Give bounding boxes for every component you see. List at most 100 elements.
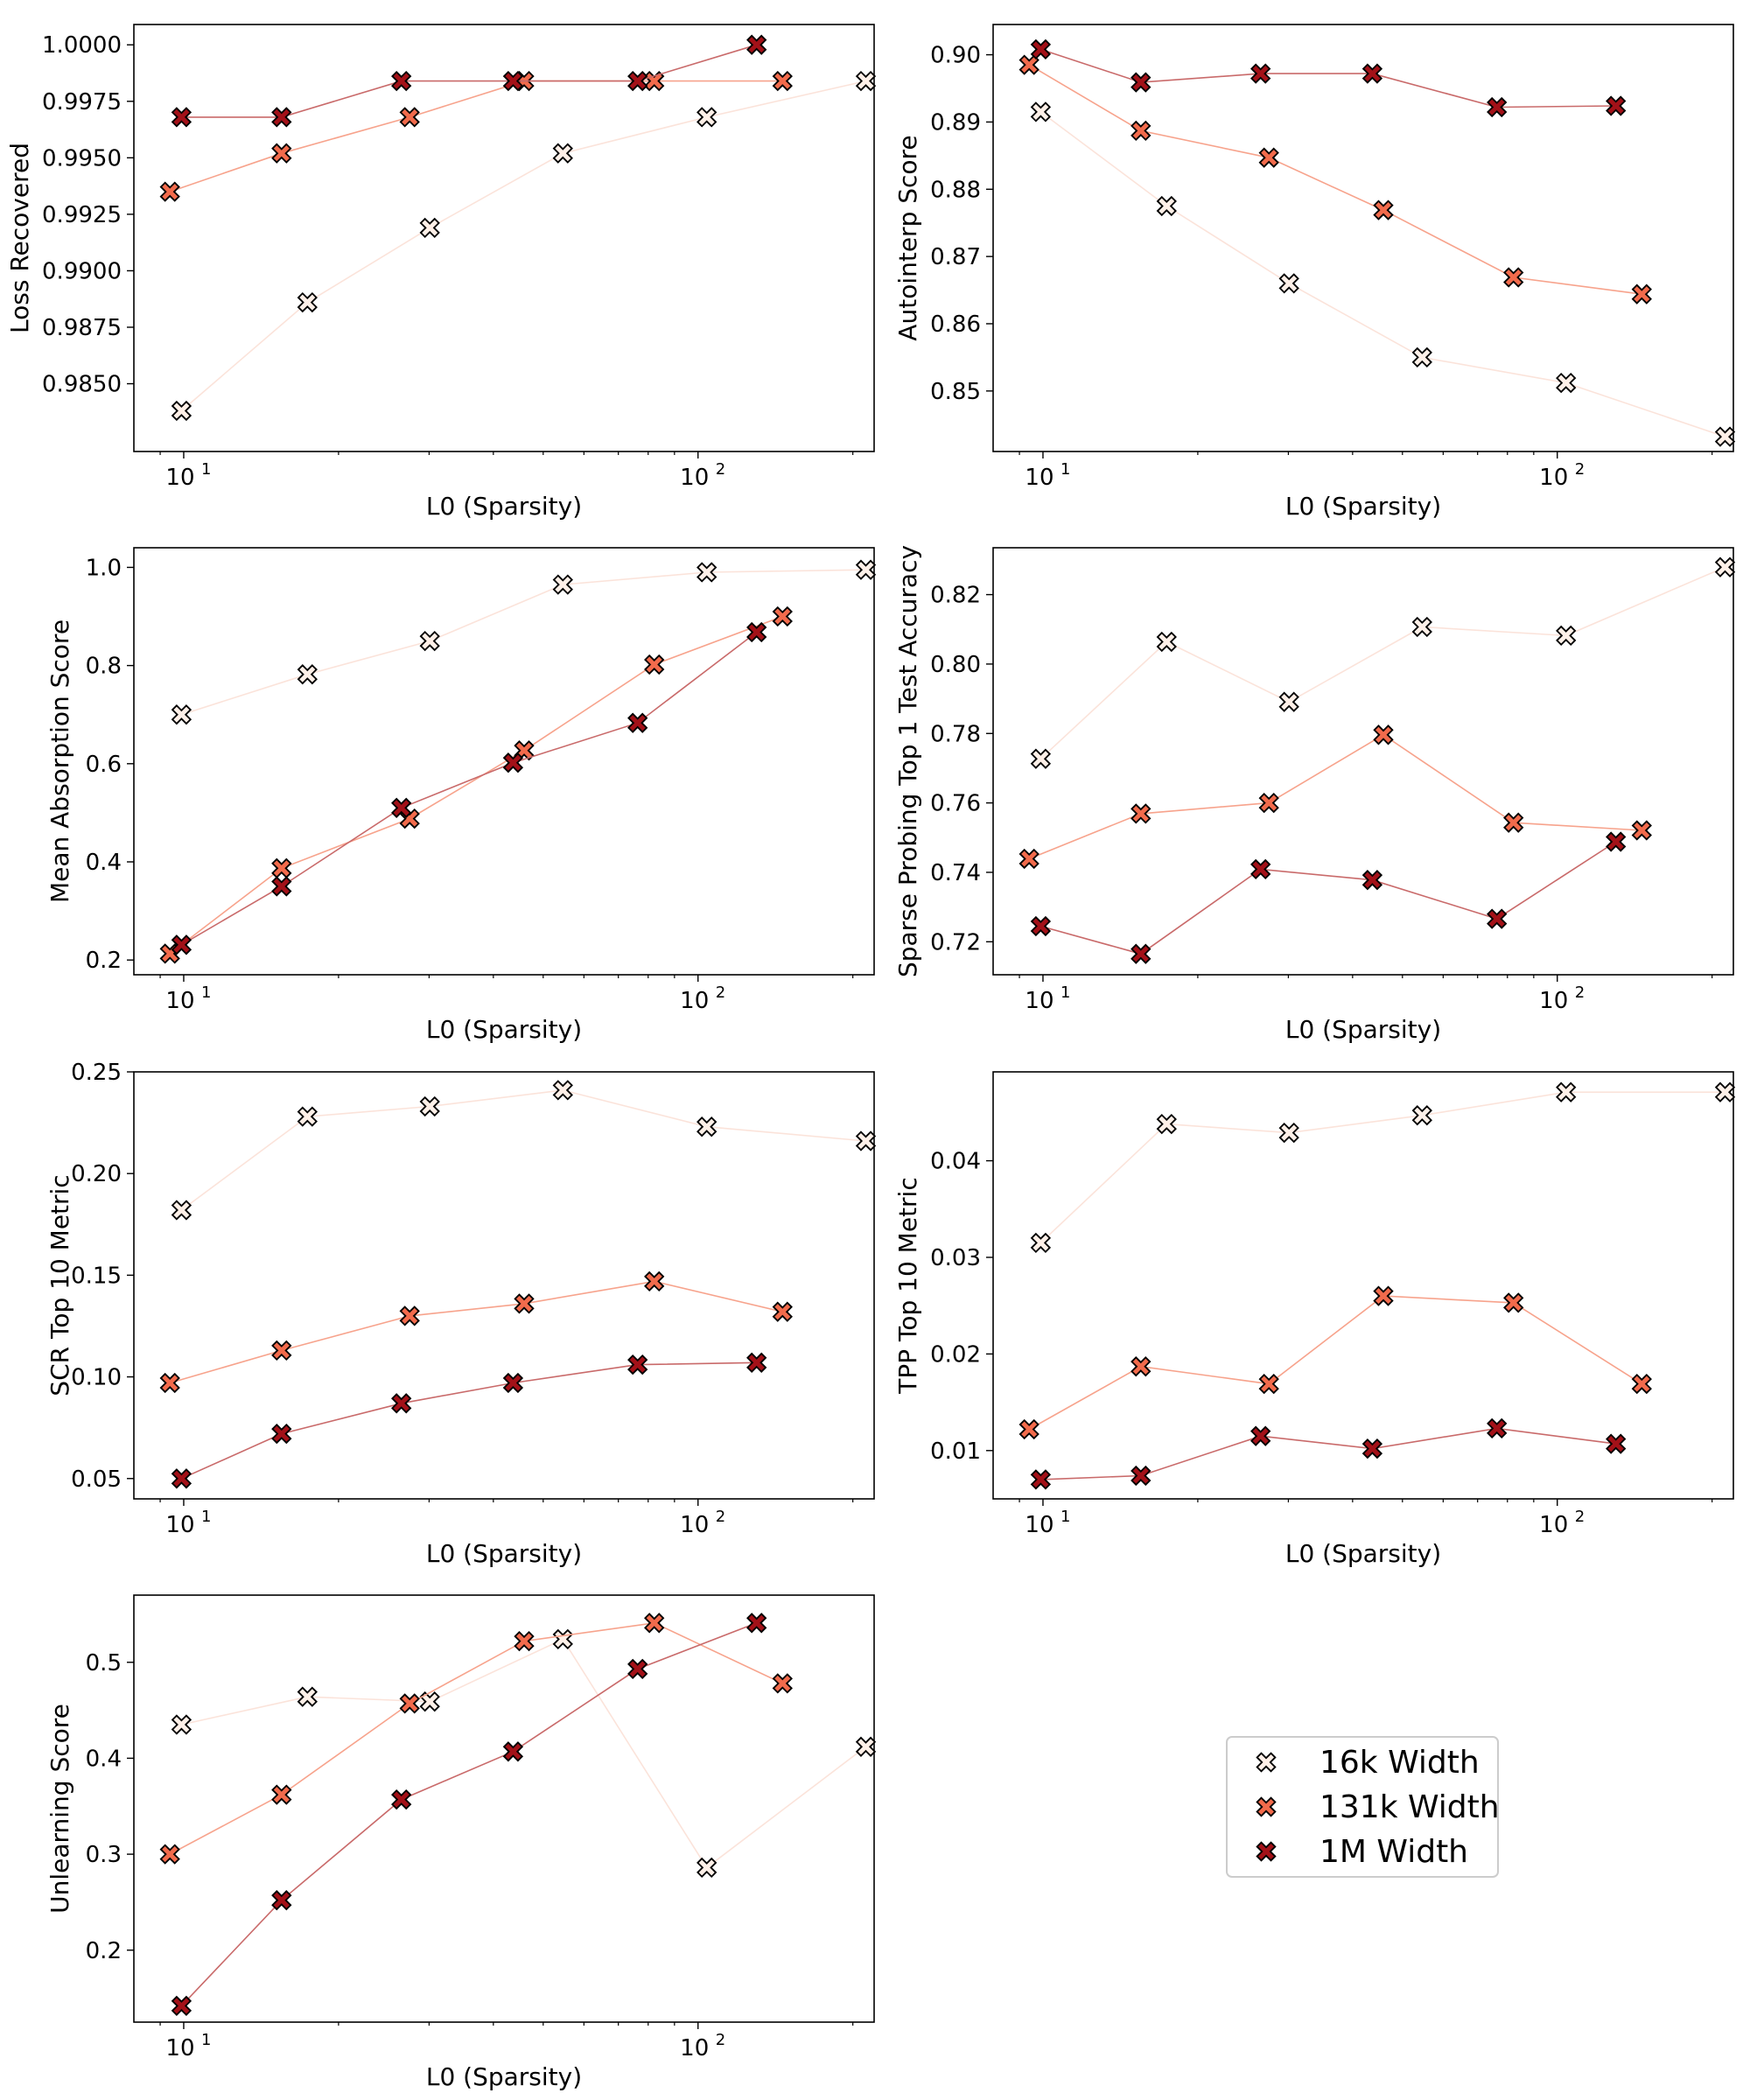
data-point-1M: [627, 712, 648, 733]
series-131k: [159, 1613, 793, 1865]
y-tick-label: 0.9925: [42, 202, 122, 228]
data-point-1M: [1606, 831, 1627, 852]
series-line-131k: [1028, 64, 1642, 295]
data-point-131k: [159, 1372, 180, 1394]
y-tick-label: 0.04: [930, 1149, 981, 1175]
y-tick-label: 0.9975: [42, 89, 122, 116]
data-point-1M: [1606, 95, 1627, 116]
y-tick-label: 0.9875: [42, 315, 122, 341]
data-point-1M: [746, 621, 767, 643]
x-tick-exponent: 1: [201, 460, 211, 479]
y-tick-label: 0.90: [930, 43, 981, 69]
y-tick-label: 0.6: [86, 752, 122, 778]
y-tick-label: 0.2: [86, 948, 122, 974]
data-point-16k: [419, 630, 440, 652]
y-tick-label: 0.9900: [42, 258, 122, 284]
data-point-1M: [391, 1393, 412, 1414]
series-16k: [171, 559, 877, 725]
data-point-1M: [1250, 858, 1271, 880]
data-point-131k: [514, 1293, 535, 1314]
series-line-131k: [1028, 733, 1642, 860]
x-tick-label: 10: [680, 2035, 709, 2062]
series-1M: [1030, 1418, 1627, 1490]
data-point-16k: [419, 1096, 440, 1117]
y-tick-label: 0.87: [930, 244, 981, 270]
data-point-131k: [271, 1784, 292, 1805]
data-point-131k: [1130, 803, 1152, 824]
x-tick-exponent: 2: [1575, 1508, 1585, 1526]
data-point-16k: [171, 1714, 192, 1735]
legend-label-131k: 131k Width: [1320, 1789, 1500, 1825]
y-tick-label: 0.82: [930, 583, 981, 609]
legend-entry-1m: 1M Width: [1256, 1834, 1468, 1870]
y-axis-label: TPP Top 10 Metric: [893, 1177, 922, 1395]
series-16k: [171, 70, 877, 422]
data-point-16k: [1411, 616, 1432, 638]
data-point-16k: [1278, 1122, 1299, 1144]
x-tick-label: 10: [680, 1512, 709, 1538]
plot-frame: [133, 1071, 875, 1500]
data-point-131k: [271, 1340, 292, 1362]
legend-frame: [1226, 1736, 1499, 1878]
legend-marker-131k: [1256, 1796, 1277, 1817]
data-point-131k: [1258, 1373, 1279, 1395]
y-tick-label: 0.88: [930, 177, 981, 203]
data-point-1M: [391, 797, 412, 818]
data-point-131k: [644, 70, 665, 92]
data-point-16k: [696, 1857, 718, 1879]
data-point-131k: [159, 1844, 180, 1865]
x-tick-label: 10: [1025, 1512, 1054, 1538]
x-tick-exponent: 1: [201, 1508, 211, 1526]
data-point-1M: [1487, 908, 1508, 929]
y-tick-label: 0.89: [930, 109, 981, 136]
data-point-131k: [644, 654, 665, 676]
x-tick-exponent: 2: [716, 1508, 725, 1526]
data-point-16k: [696, 107, 718, 128]
data-point-16k: [1278, 273, 1299, 294]
y-axis-label: Autointerp Score: [893, 135, 922, 340]
data-point-131k: [1503, 267, 1524, 288]
data-point-131k: [772, 1673, 793, 1694]
series-16k: [1030, 1082, 1736, 1254]
data-point-131k: [1503, 812, 1524, 833]
data-point-16k: [1278, 691, 1299, 712]
data-point-16k: [1030, 102, 1052, 122]
y-tick-label: 0.25: [71, 1060, 122, 1086]
data-point-131k: [1503, 1292, 1524, 1313]
series-line-131k: [169, 80, 783, 192]
series-131k: [1018, 54, 1652, 304]
x-tick-exponent: 1: [1060, 1508, 1070, 1526]
data-point-131k: [1373, 724, 1394, 746]
series-line-16k: [1040, 1091, 1726, 1243]
data-point-131k: [399, 107, 420, 128]
data-point-131k: [1018, 848, 1040, 870]
y-tick-label: 1.0000: [42, 32, 122, 59]
y-tick-label: 0.01: [930, 1438, 981, 1465]
data-point-16k: [1030, 1232, 1052, 1254]
series-line-131k: [1028, 1295, 1642, 1431]
data-point-1M: [502, 70, 524, 92]
data-point-131k: [399, 1693, 420, 1714]
x-tick-exponent: 1: [201, 2031, 211, 2049]
x-tick-exponent: 1: [1060, 984, 1070, 1002]
data-point-131k: [772, 606, 793, 627]
chart-panel-7: 10 1 10 2 0.2 0.3 0.4 0.5 L0 (Sparsity) Unlearnin…: [46, 1594, 877, 2091]
data-point-1M: [1030, 1469, 1052, 1490]
data-point-16k: [1714, 426, 1736, 447]
data-point-1M: [746, 34, 767, 55]
data-point-16k: [552, 1628, 573, 1650]
data-point-16k: [855, 70, 877, 92]
data-point-16k: [1156, 195, 1177, 217]
x-tick-label: 10: [1025, 465, 1054, 491]
x-axis-label: L0 (Sparsity): [426, 1539, 582, 1568]
y-tick-label: 0.4: [86, 850, 122, 876]
x-tick-label: 10: [680, 465, 709, 491]
legend: 16k Width 131k Width 1M Width: [1226, 1736, 1500, 1878]
x-tick-label: 10: [680, 988, 709, 1014]
data-point-1M: [502, 752, 524, 774]
legend-entry-131k: 131k Width: [1256, 1789, 1500, 1825]
data-point-1M: [627, 70, 648, 92]
x-axis-label: L0 (Sparsity): [1285, 1539, 1441, 1568]
data-point-131k: [1258, 792, 1279, 814]
